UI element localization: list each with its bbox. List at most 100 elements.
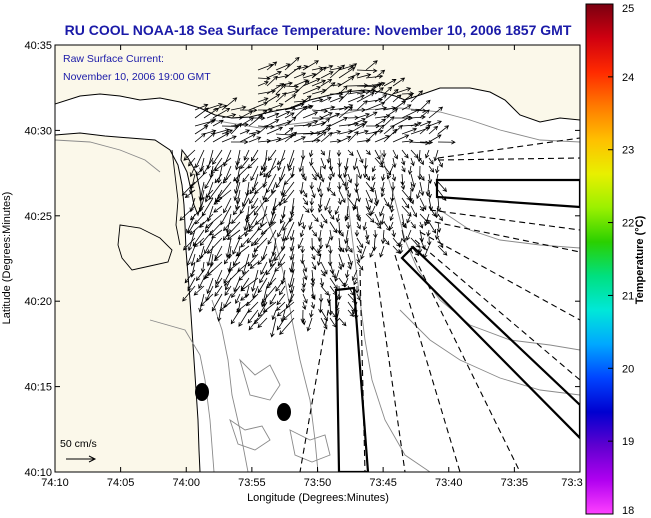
current-vector bbox=[374, 149, 381, 160]
current-vector bbox=[374, 221, 382, 230]
current-vector bbox=[329, 277, 338, 290]
current-vector bbox=[239, 117, 255, 127]
current-vector bbox=[212, 149, 223, 165]
current-vector bbox=[267, 149, 277, 162]
current-vector bbox=[247, 253, 259, 267]
current-vector bbox=[225, 237, 232, 259]
current-vector bbox=[190, 253, 196, 267]
current-vector bbox=[329, 221, 338, 234]
current-vector bbox=[327, 173, 333, 181]
current-vector bbox=[194, 103, 209, 111]
current-vector bbox=[251, 197, 259, 210]
current-vector bbox=[253, 309, 268, 325]
current-vector bbox=[398, 237, 403, 248]
current-vector bbox=[356, 237, 364, 249]
current-vector bbox=[243, 213, 250, 232]
current-vector bbox=[347, 245, 353, 253]
current-vector bbox=[338, 106, 354, 119]
colorbar-tick-label: 23 bbox=[622, 145, 634, 157]
current-vector bbox=[260, 157, 268, 171]
current-vector bbox=[401, 138, 414, 144]
colorbar-tick-label: 20 bbox=[622, 363, 634, 375]
current-vector bbox=[365, 130, 378, 143]
y-tick-label: 40:25 bbox=[24, 211, 52, 223]
chart-title: RU COOL NOAA-18 Sea Surface Temperature:… bbox=[65, 22, 572, 38]
current-vector bbox=[383, 116, 395, 127]
current-vector bbox=[266, 83, 285, 95]
current-vector bbox=[386, 165, 394, 180]
current-vector bbox=[320, 71, 334, 79]
current-vector bbox=[433, 149, 439, 162]
current-vector bbox=[261, 245, 268, 262]
current-vector bbox=[240, 293, 250, 301]
y-tick-label: 40:20 bbox=[24, 296, 52, 308]
current-vector bbox=[338, 173, 346, 187]
station-marker-1 bbox=[195, 383, 209, 401]
current-vector bbox=[200, 189, 205, 201]
current-vector bbox=[258, 301, 268, 318]
current-vector bbox=[425, 149, 430, 159]
current-vector bbox=[230, 105, 247, 111]
current-vector bbox=[223, 221, 232, 232]
current-vector bbox=[320, 173, 325, 183]
coastline-bay bbox=[117, 224, 173, 271]
x-axis-label: Longitude (Degrees:Minutes) bbox=[247, 492, 389, 504]
current-vector bbox=[182, 285, 196, 302]
current-vector bbox=[299, 181, 304, 195]
current-vector bbox=[285, 221, 295, 241]
current-vector bbox=[329, 112, 341, 119]
current-vector bbox=[213, 253, 223, 262]
current-vector bbox=[302, 72, 317, 79]
y-tick-label: 40:10 bbox=[24, 467, 52, 479]
current-vector bbox=[383, 197, 389, 207]
current-vector bbox=[328, 229, 334, 241]
current-vector bbox=[287, 157, 295, 172]
current-vector bbox=[374, 69, 386, 79]
current-vector bbox=[275, 277, 286, 292]
current-vector bbox=[187, 221, 196, 235]
current-vector bbox=[347, 173, 353, 184]
current-vector bbox=[207, 237, 223, 254]
current-vector bbox=[373, 229, 378, 239]
current-vector bbox=[347, 149, 354, 157]
radar-beam-southeast bbox=[400, 245, 580, 440]
current-vector bbox=[240, 277, 259, 292]
current-vector bbox=[187, 277, 196, 292]
current-vector bbox=[365, 60, 378, 71]
current-vector bbox=[232, 237, 241, 255]
current-vector bbox=[365, 197, 371, 211]
current-vector bbox=[275, 173, 286, 189]
current-vector bbox=[329, 165, 335, 178]
current-vector bbox=[329, 213, 335, 220]
current-vector bbox=[356, 293, 361, 301]
current-vector bbox=[266, 61, 278, 71]
current-vector bbox=[344, 181, 350, 191]
current-vector bbox=[240, 157, 250, 170]
x-tick-label: 74:00 bbox=[172, 477, 200, 489]
current-vector bbox=[203, 132, 216, 143]
current-vector bbox=[302, 111, 319, 119]
current-vector bbox=[345, 269, 350, 279]
current-vector bbox=[356, 261, 364, 271]
current-vector bbox=[302, 173, 307, 182]
current-vector bbox=[427, 173, 433, 185]
colorbar-tick-label: 22 bbox=[622, 218, 634, 230]
current-vector bbox=[329, 309, 337, 318]
current-vector bbox=[335, 213, 341, 223]
current-vector bbox=[347, 130, 359, 143]
current-vector bbox=[309, 157, 314, 167]
current-vector bbox=[266, 119, 280, 127]
current-vector bbox=[327, 205, 333, 215]
current-vector bbox=[266, 93, 281, 103]
current-vector bbox=[277, 253, 286, 267]
current-vector bbox=[293, 136, 306, 143]
current-vector bbox=[437, 245, 448, 256]
current-vector bbox=[401, 93, 414, 103]
current-vector bbox=[318, 301, 323, 314]
current-vector bbox=[187, 157, 196, 167]
current-vector bbox=[354, 309, 359, 320]
current-vector bbox=[302, 189, 308, 198]
current-vector bbox=[338, 317, 347, 327]
current-vector bbox=[216, 301, 223, 322]
